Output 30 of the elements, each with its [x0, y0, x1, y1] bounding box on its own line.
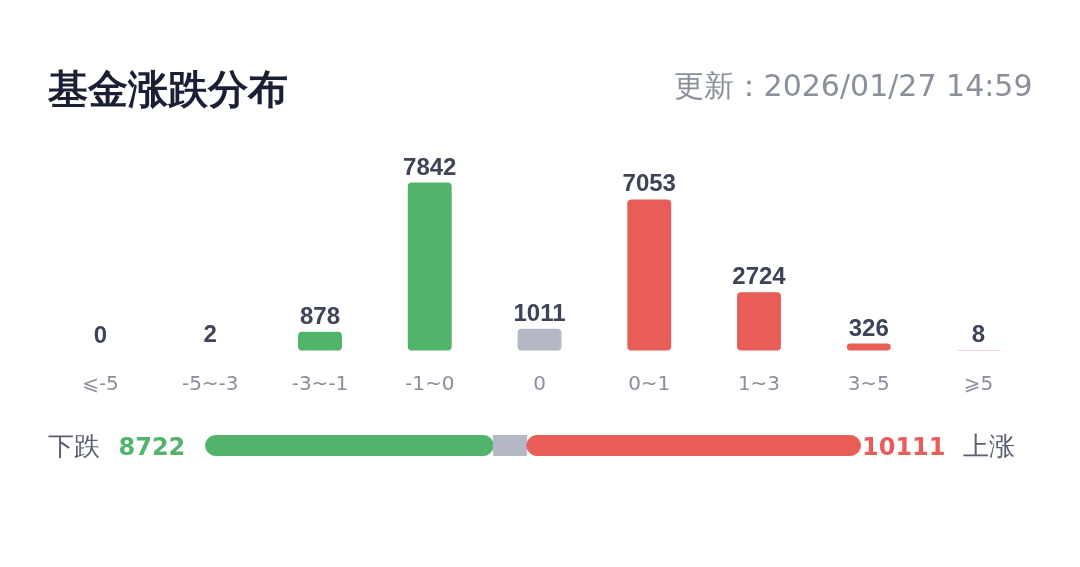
data-label: 0 [93, 320, 108, 348]
x-tick-label: -1~0 [405, 370, 455, 395]
data-label: 1011 [513, 298, 566, 326]
chart-title: 基金涨跌分布 [46, 65, 288, 112]
bar [846, 343, 891, 351]
data-label: 8 [971, 320, 986, 348]
data-label: 2724 [732, 262, 787, 290]
data-label: 10111 [862, 432, 946, 461]
x-tick-label: 0~1 [628, 370, 671, 395]
bar [737, 292, 781, 351]
x-tick-label: 1~3 [737, 370, 781, 395]
x-tick-label: ⩾5 [963, 370, 994, 395]
text: 上涨 [962, 430, 1015, 461]
bar [407, 182, 452, 351]
data-label: 326 [848, 313, 889, 341]
bar [517, 328, 562, 351]
data-label: 7842 [403, 152, 457, 180]
x-tick-label: -3~-1 [291, 370, 349, 395]
x-tick-label: ⩽-5 [82, 370, 119, 395]
data-label: 2 [203, 320, 217, 348]
x-tick-label: 3~5 [847, 370, 890, 395]
x-tick-label: -5~-3 [181, 370, 239, 395]
bar [627, 199, 672, 351]
data-label: 8722 [118, 432, 186, 461]
bar [298, 331, 342, 351]
chart-subtitle: 更新：2026/01/27 14:59 [673, 68, 1033, 103]
x-tick-label: 0 [533, 370, 546, 395]
text: 下跌 [47, 430, 100, 461]
data-label: 878 [299, 301, 341, 329]
data-label: 7053 [622, 169, 676, 197]
